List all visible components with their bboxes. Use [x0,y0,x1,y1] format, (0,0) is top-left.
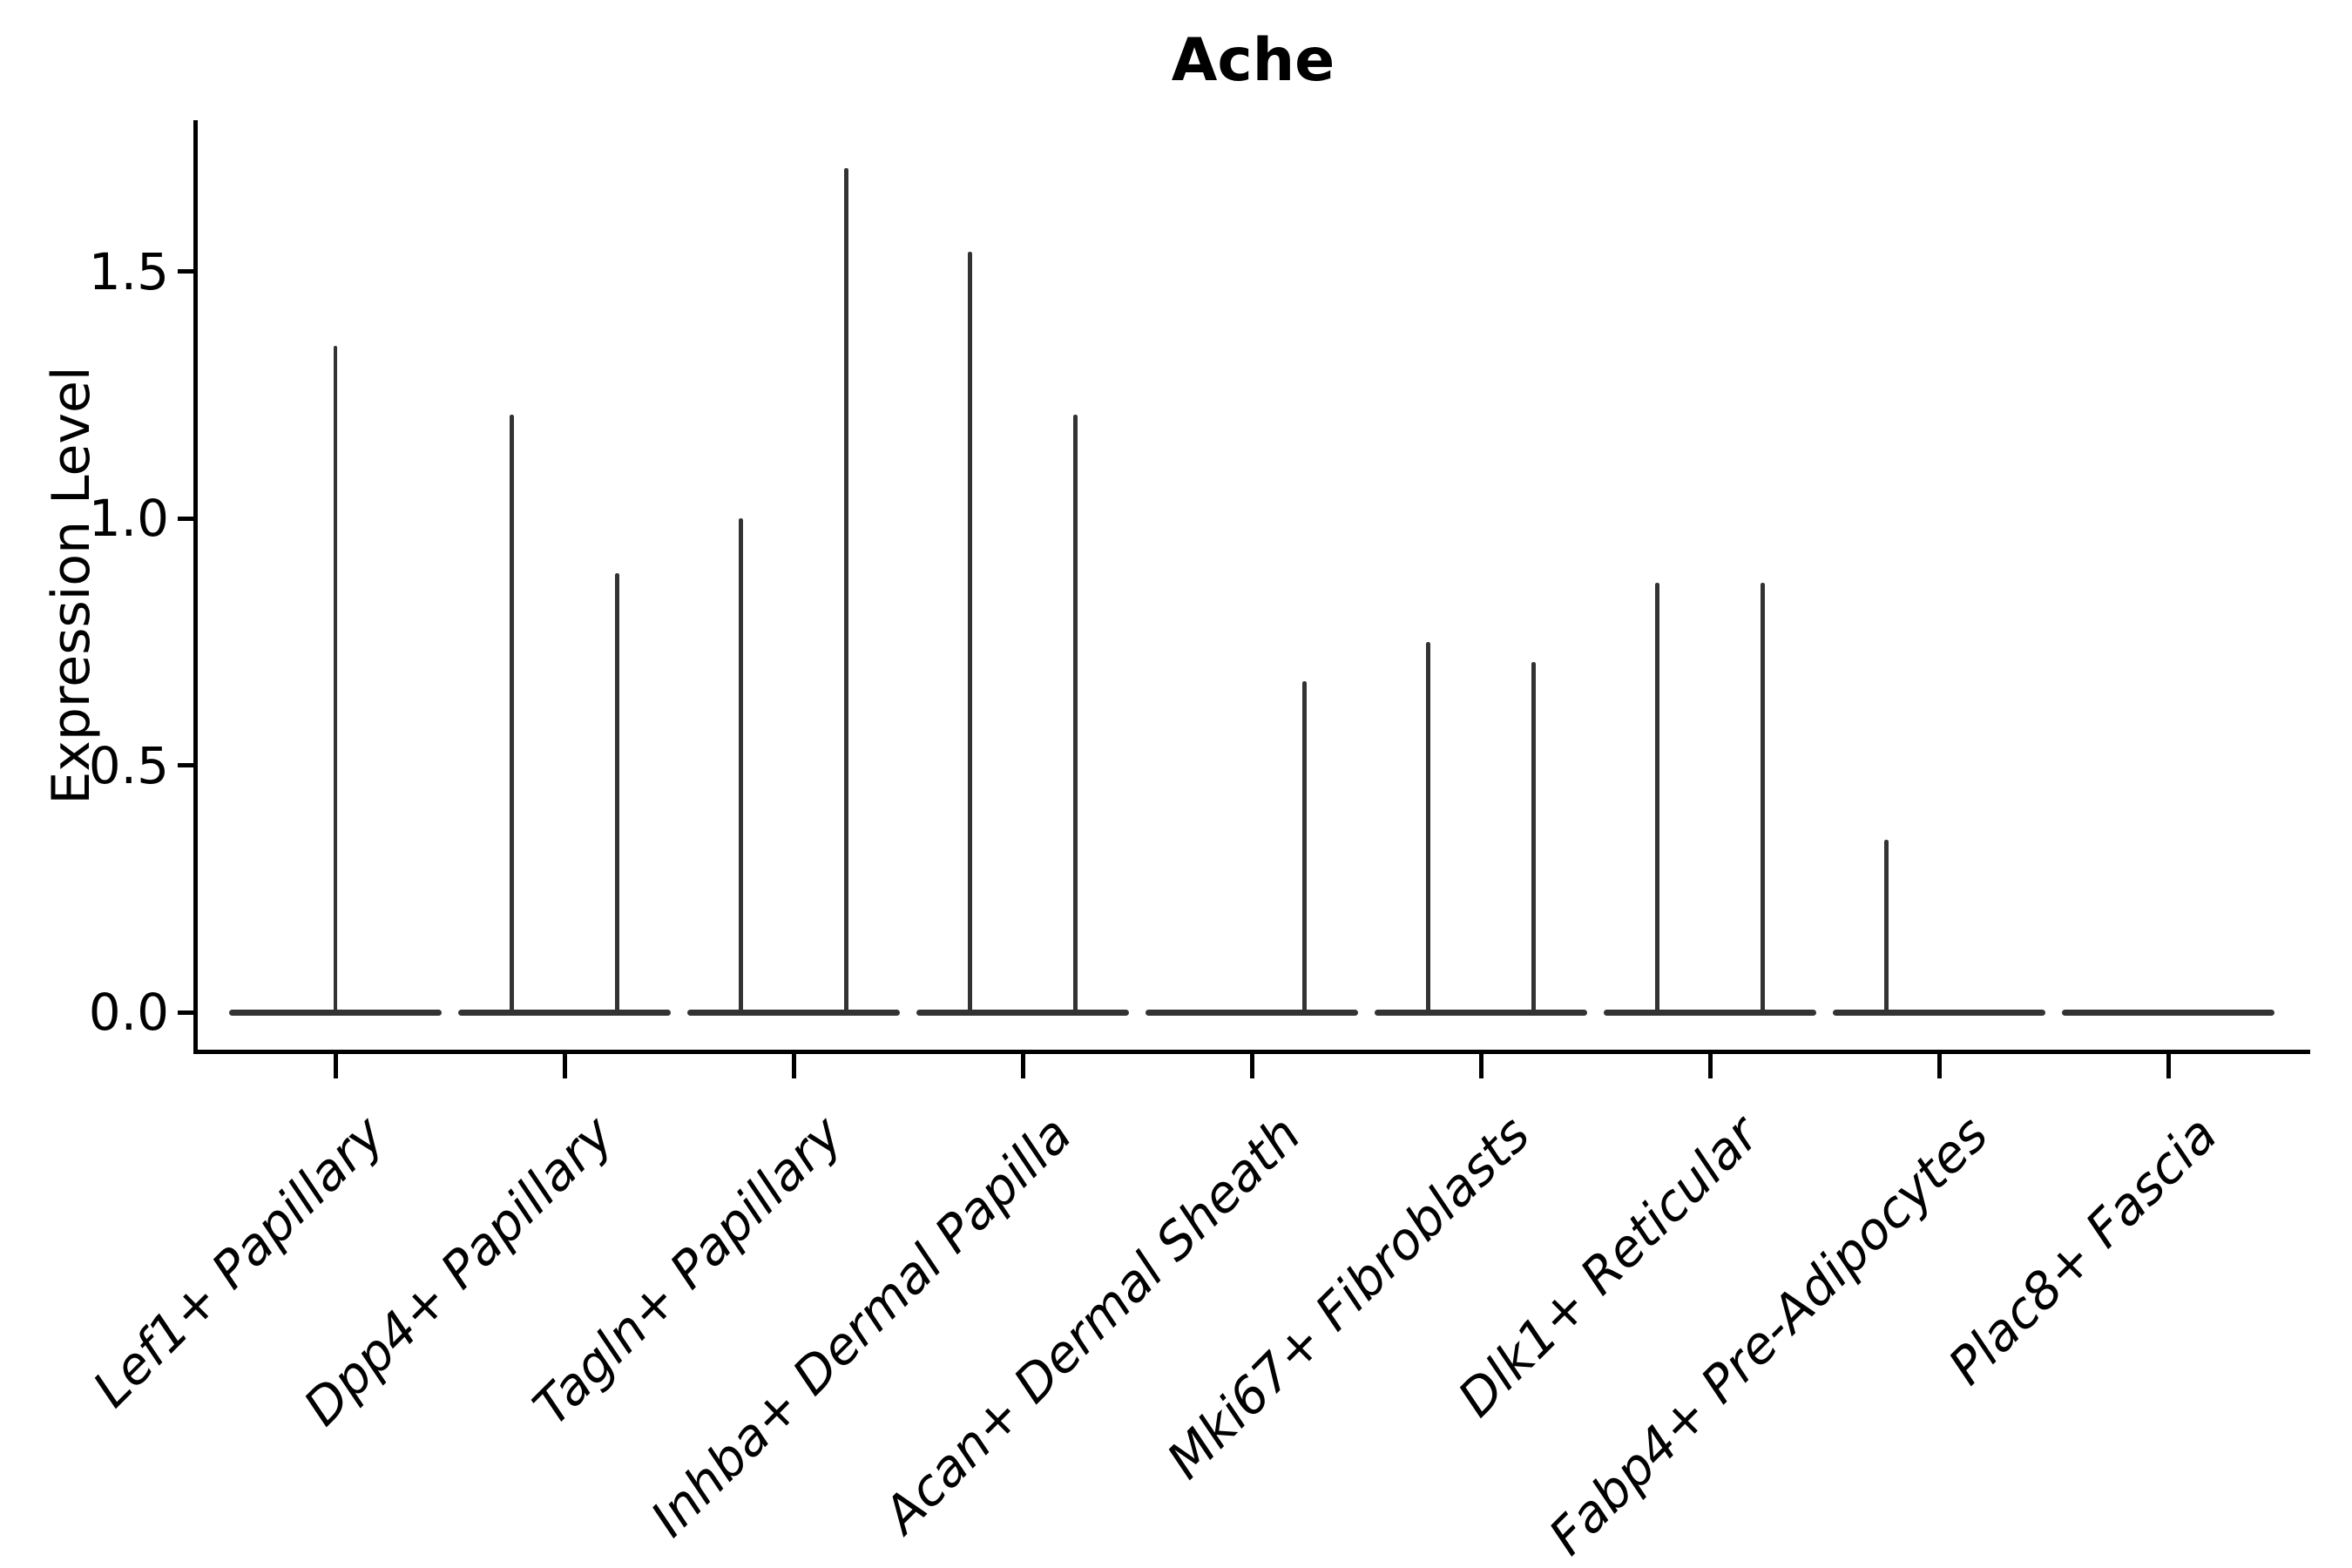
violin-spike [739,518,743,1012]
y-axis-spine [193,120,198,1054]
violin-spike [844,167,848,1012]
violin-spike [615,572,619,1012]
violin-base [1146,1009,1358,1016]
violin-base [1833,1009,2045,1016]
x-tick [1707,1054,1713,1078]
violin-spike [968,252,972,1012]
x-tick [1478,1054,1484,1078]
violin-spike [510,415,514,1012]
violin-spike [1884,839,1889,1012]
violin-base [687,1009,900,1016]
y-tick [178,269,193,274]
y-tick-label: 0.0 [88,983,169,1042]
y-tick-label: 1.0 [88,489,169,549]
x-tick [1936,1054,1942,1078]
violin-spike [1073,415,1078,1012]
y-tick [178,516,193,521]
violin-spike [1302,681,1307,1012]
violin-base [1375,1009,1587,1016]
y-tick [178,763,193,768]
violin-spike [1761,582,1765,1012]
y-tick-label: 0.5 [88,735,169,795]
x-tick [791,1054,796,1078]
x-tick [562,1054,567,1078]
violin-spike [333,345,338,1012]
violin-base [458,1009,671,1016]
violin-spike [1655,582,1659,1012]
x-tick [1020,1054,1025,1078]
violin-base [916,1009,1129,1016]
x-tick [1249,1054,1254,1078]
y-tick-label: 1.5 [88,241,169,301]
x-axis-spine [193,1050,2310,1054]
violin-base [229,1009,442,1016]
x-tick [2166,1054,2171,1078]
plot-title: Ache [1171,26,1335,95]
y-tick [178,1010,193,1015]
x-tick [333,1054,338,1078]
violin-base [1604,1009,1816,1016]
violin-spike [1531,661,1536,1012]
violin-spike [1426,641,1430,1012]
violin-base [2062,1009,2274,1016]
